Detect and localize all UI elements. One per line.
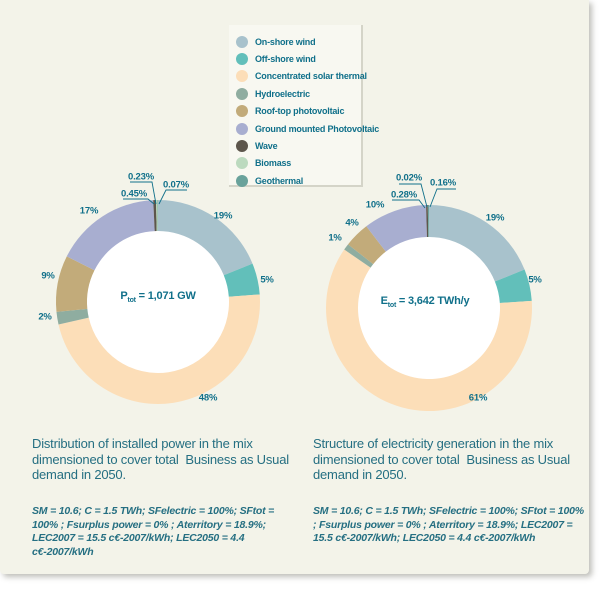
legend-item-label: On-shore wind [255, 36, 316, 47]
percent-label-biomass: 0.02% [396, 172, 422, 184]
legend-item: Biomass [236, 155, 361, 172]
installed-power-parameters: SM = 10.6; C = 1.5 TWh; SFelectric = 100… [32, 505, 277, 558]
legend-item-label: Geothermal [255, 175, 304, 186]
percent-label-off-shore-wind: 5% [528, 274, 542, 286]
legend-item: Ground mounted Photovoltaic [236, 120, 379, 137]
generation-caption: Structure of electricity generation in t… [313, 436, 574, 482]
donut-slice-on-shore-wind [429, 205, 525, 282]
donut-slice-on-shore-wind [158, 200, 253, 276]
legend-swatch-icon [236, 174, 248, 187]
percent-label-on-shore-wind: 19% [485, 212, 505, 224]
legend-swatch-icon [236, 35, 248, 48]
legend-swatch-icon [236, 122, 248, 135]
percent-label-wave: 0.45% [121, 188, 147, 200]
legend-swatch-icon [236, 87, 248, 100]
legend-item-label: Ground mounted Photovoltaic [255, 123, 380, 134]
donut-slice-ground-mounted-photovoltaic [366, 205, 427, 252]
legend-item: On-shore wind [236, 33, 361, 50]
legend-swatch-icon [236, 140, 248, 153]
legend: On-shore wind Off-shore wind Concentrated … [229, 25, 379, 190]
generation-total: Etot = 3,642 TWh/y [380, 295, 470, 310]
donut-slice-concentrated-solar-thermal [58, 294, 260, 404]
legend-item: Roof-top photovoltaic [236, 103, 361, 120]
generation-parameters: SM = 10.6; C = 1.5 TWh; SFelectric = 100… [313, 505, 587, 544]
donut-hole [357, 236, 501, 380]
percent-label-roof-top-photovoltaic: 9% [41, 270, 55, 282]
percent-label-roof-top-photovoltaic: 4% [345, 217, 359, 229]
legend-swatch-icon [236, 105, 248, 118]
donut-slice-hydroelectric [344, 244, 374, 268]
report-card: On-shore wind Off-shore wind Concentrated … [0, 0, 589, 574]
legend-item: Wave [236, 137, 361, 154]
donut-slice-geothermal [427, 205, 429, 237]
percent-label-geothermal: 0.16% [430, 177, 456, 189]
donut-slice-concentrated-solar-thermal [326, 249, 533, 412]
donut-slice-off-shore-wind [223, 263, 260, 297]
donut-hole [86, 230, 230, 374]
label-leader-line [429, 188, 456, 208]
legend-item: Geothermal [236, 172, 361, 189]
label-leader-line [123, 198, 155, 205]
donut-slice-hydroelectric [56, 308, 89, 325]
label-leader-line [158, 189, 187, 205]
legend-item-label: Biomass [255, 158, 292, 169]
installed-power-caption: Distribution of installed power in the m… [32, 436, 293, 482]
label-leader-line [392, 199, 426, 209]
donut-slice-wave [426, 205, 429, 238]
percent-label-concentrated-solar-thermal: 61% [468, 392, 488, 404]
legend-item-label: Wave [255, 141, 278, 152]
legend-swatch-icon [236, 70, 248, 83]
donut-slice-biomass [156, 200, 158, 232]
legend-item: Off-shore wind [236, 50, 361, 67]
percent-label-ground-mounted-photovoltaic: 17% [79, 205, 99, 217]
donut-slice-roof-top-photovoltaic [55, 256, 95, 312]
legend-item: Hydroelectric [236, 85, 361, 102]
percent-label-off-shore-wind: 5% [260, 274, 274, 286]
legend-item: Concentrated solar thermal [236, 68, 367, 85]
percent-label-on-shore-wind: 19% [213, 210, 233, 222]
percent-label-hydroelectric: 1% [328, 232, 342, 244]
percent-label-concentrated-solar-thermal: 48% [198, 392, 218, 404]
legend-item-label: Roof-top photovoltaic [255, 106, 345, 117]
percent-label-geothermal: 0.07% [163, 179, 189, 191]
legend-item-label: Concentrated solar thermal [255, 71, 367, 82]
installed-power-total: Ptot = 1,071 GW [120, 290, 196, 305]
legend-swatch-icon [236, 157, 248, 170]
donut-slice-off-shore-wind [494, 269, 532, 304]
percent-label-biomass: 0.23% [128, 171, 154, 183]
percent-label-wave: 0.28% [391, 189, 417, 201]
donut-slice-roof-top-photovoltaic [348, 226, 386, 265]
legend-swatch-icon [236, 53, 248, 66]
donut-slice-wave [153, 200, 157, 232]
percent-label-hydroelectric: 2% [38, 311, 52, 323]
legend-item-label: Off-shore wind [255, 54, 316, 65]
legend-item-label: Hydroelectric [255, 88, 310, 99]
legend-items: On-shore wind Off-shore wind Concentrated … [236, 33, 379, 190]
percent-label-ground-mounted-photovoltaic: 10% [365, 199, 385, 211]
